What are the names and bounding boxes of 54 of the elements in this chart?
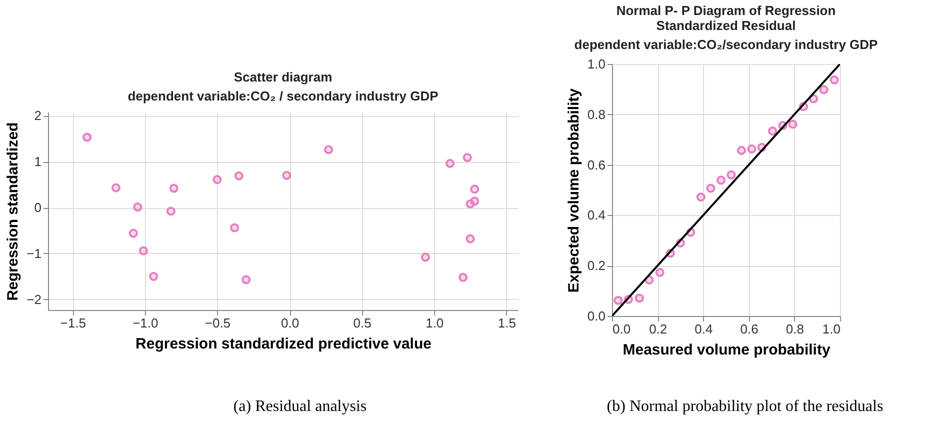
point [133,202,142,212]
point [282,170,292,180]
x-tick-label: 1.0 [426,316,444,330]
point [470,184,480,194]
y-tick-label: −2 [26,292,42,307]
y-tick-label: 0 [34,200,42,216]
point [128,228,138,238]
x-tick-label: 0.2 [649,322,668,336]
text: (a) Residual analysis [233,398,367,416]
point [169,184,178,193]
x-tick-label: −1.0 [132,316,158,330]
chart-title: Normal P- P Diagram of Regression Standardized Residual [616,3,836,33]
x-tick-label: 0.0 [280,316,300,330]
y-axis-title: Regression standardized [4,122,22,301]
point [466,234,475,244]
point [466,199,475,208]
x-tick-label: 0.4 [694,322,713,336]
y-tick-label: 0.8 [587,106,606,122]
point [230,223,240,232]
y-tick-label: 0.2 [587,258,606,274]
text: (b) Normal probability plot of the residuals [606,398,884,416]
point [166,206,176,216]
y-tick-label: 0.4 [587,208,606,223]
point [420,252,430,262]
y-axis-title: Expected volume probability [565,88,582,293]
x-tick-label: 0.0 [612,322,631,336]
x-tick-label: 1.5 [498,316,516,330]
point [82,132,92,142]
point [458,272,468,282]
y-tick-label: 0.6 [587,157,606,172]
point [234,171,244,180]
point [242,275,251,284]
x-tick-label: 1.0 [822,322,840,336]
chart-subtitle: dependent variable:CO₂ / secondary industry GDP [128,88,439,104]
y-tick-label: 1.0 [587,56,606,72]
point [149,272,158,281]
point [138,246,148,256]
x-tick-label: −0.5 [204,316,231,330]
point [212,175,222,184]
point [324,145,334,154]
y-tick-label: 1 [34,154,42,170]
x-tick-label: −1.5 [60,316,86,330]
point [111,183,121,192]
chart-title: Scatter diagram [234,70,332,85]
chart-subtitle: dependent variable:CO₂/secondary industry GDP [574,37,878,52]
x-axis-title: Measured volume probability [622,342,831,358]
x-axis-title: Regression standardized predictive value [136,336,432,352]
x-tick-label: 0.6 [740,322,758,336]
y-tick-label: −1 [26,246,42,261]
x-tick-label: 0.8 [786,322,804,336]
point [445,158,455,168]
point [462,152,472,162]
y-tick-label: 2 [34,108,42,124]
x-tick-label: 0.5 [353,316,372,330]
